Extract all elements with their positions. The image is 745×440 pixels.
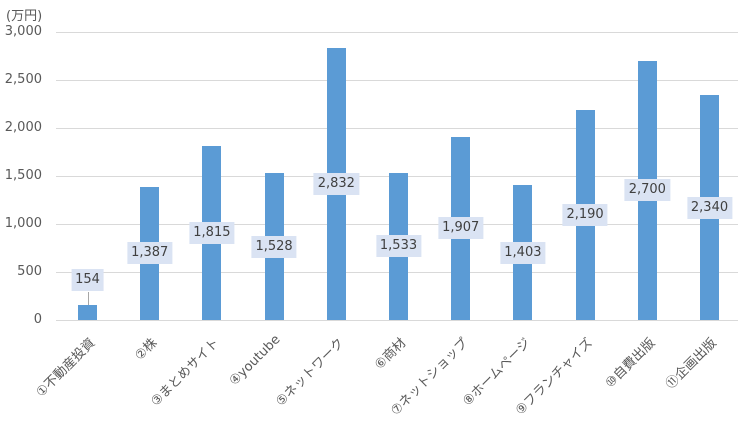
gridline: [56, 320, 738, 321]
x-tick-label: ④youtube: [226, 332, 284, 389]
x-tick-label: ①不動産投資: [33, 335, 99, 401]
x-tick-label: ②株: [132, 335, 161, 364]
data-label: 1,528: [251, 235, 297, 258]
data-label: 1,403: [500, 241, 546, 264]
data-label: 2,190: [562, 203, 608, 226]
y-tick-label: 1,000: [4, 216, 42, 231]
data-label: 154: [71, 269, 104, 291]
y-axis-unit-label: (万円): [6, 9, 43, 24]
data-label: 2,340: [686, 196, 733, 219]
x-tick-label: ⑪企画出版: [663, 335, 721, 393]
x-tick-label: ⑩自費出版: [602, 335, 659, 392]
y-tick-label: 2,000: [4, 120, 42, 135]
y-tick-label: 3,000: [4, 24, 42, 39]
gridline: [56, 128, 738, 129]
gridline: [56, 32, 738, 33]
y-tick-label: 2,500: [4, 72, 42, 87]
y-tick-label: 1,500: [4, 168, 42, 183]
data-label: 2,700: [624, 179, 670, 202]
gridline: [56, 80, 738, 81]
y-tick-label: 500: [17, 264, 42, 279]
bar: [78, 305, 97, 320]
data-label: 1,815: [189, 221, 235, 244]
leader-line: [87, 292, 89, 306]
y-tick-label: 0: [33, 312, 42, 327]
data-label: 1,907: [438, 217, 484, 240]
x-tick-label: ⑥商材: [371, 335, 410, 373]
data-label: 1,533: [375, 235, 422, 258]
data-label: 1,387: [127, 242, 173, 265]
data-label: 2,832: [313, 173, 359, 196]
